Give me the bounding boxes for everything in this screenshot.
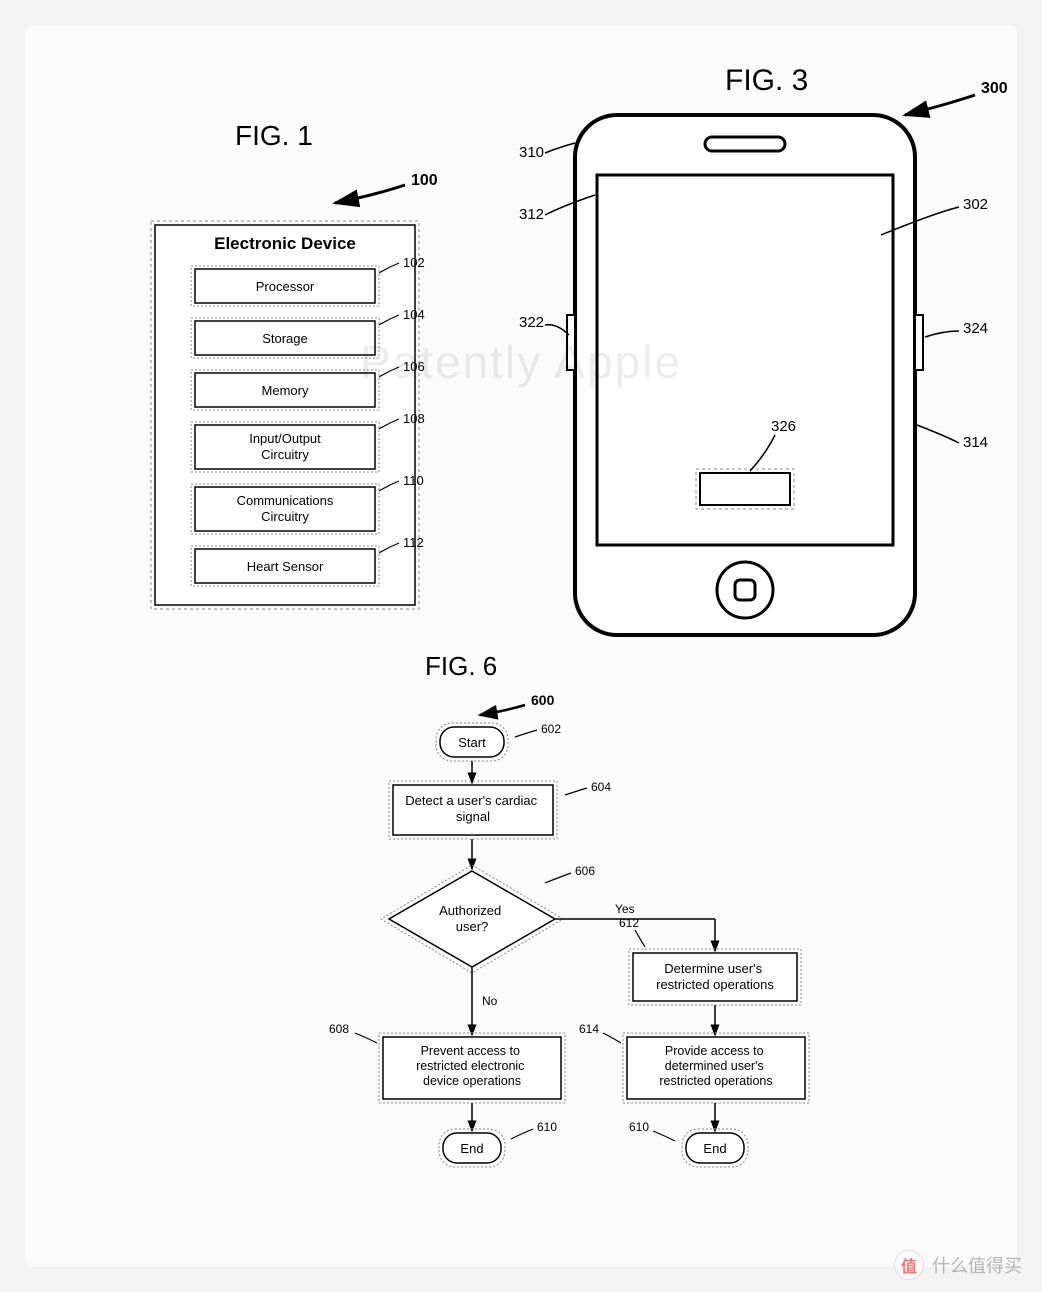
- svg-text:Prevent access to restri: Prevent access to restricted electronic …: [416, 1044, 528, 1088]
- node-provide: Provide access to determined user's rest…: [623, 1033, 809, 1103]
- footer-logo: 值 什么值得买: [894, 1250, 1022, 1280]
- fig6-arrow-label: 600: [531, 692, 555, 708]
- svg-text:614: 614: [579, 1022, 599, 1036]
- footer-badge: 值: [894, 1250, 924, 1280]
- detect-l2: signal: [456, 809, 490, 824]
- svg-text:End: End: [460, 1141, 483, 1156]
- node-auth: Authorized user?: [381, 865, 563, 973]
- fig1-header: Electronic Device: [214, 234, 356, 253]
- ref-326: 326: [771, 418, 796, 435]
- fig1-block-label: Memory: [262, 383, 309, 398]
- node-determine: Determine user's restricted operations: [629, 949, 801, 1005]
- svg-text:608: 608: [329, 1022, 349, 1036]
- ref-302: 302: [963, 196, 988, 213]
- fig3-title: FIG. 3: [725, 64, 808, 97]
- svg-text:606: 606: [575, 864, 595, 878]
- svg-text:612: 612: [619, 916, 639, 930]
- node-start: Start: [436, 723, 508, 761]
- node-detect: Detect a user's cardiac signal: [389, 781, 557, 839]
- svg-text:Start: Start: [458, 735, 486, 750]
- ref-314: 314: [963, 434, 988, 451]
- fig1-block-ref: 112: [403, 535, 424, 550]
- diagram-canvas: FIG. 1 100 Electronic Device Processor 10…: [25, 25, 1017, 1267]
- fig1-block-ref: 106: [403, 359, 425, 374]
- fig1-block-label: Processor: [256, 279, 315, 294]
- fig1-block-ref: 104: [403, 307, 425, 322]
- ref-312: 312: [519, 206, 544, 223]
- svg-text:602: 602: [541, 722, 561, 736]
- svg-text:Provide access to determ: Provide access to determined user's rest…: [659, 1044, 772, 1088]
- footer-text: 什么值得买: [932, 1252, 1022, 1278]
- svg-text:610: 610: [537, 1120, 557, 1134]
- svg-text:Yes: Yes: [615, 902, 635, 916]
- ref-322: 322: [519, 314, 544, 331]
- fig1-block-ref: 108: [403, 411, 425, 426]
- fig3-svg: FIG. 3 300 310 312 322 302 324 314: [495, 35, 1015, 655]
- fig1-svg: FIG. 1 100 Electronic Device Processor 10…: [85, 85, 505, 625]
- fig1-block-label: Heart Sensor: [247, 559, 324, 574]
- fig1-arrow-label: 100: [411, 172, 438, 189]
- fig6-title: FIG. 6: [425, 651, 497, 681]
- ref-324: 324: [963, 320, 988, 337]
- fig1-block-ref: 110: [403, 473, 424, 488]
- node-end1: End: [439, 1129, 505, 1167]
- node-end2: End: [682, 1129, 748, 1167]
- svg-text:Determine user's restric: Determine user's restricted operations: [656, 961, 774, 992]
- node-prevent: Prevent access to restricted electronic …: [379, 1033, 565, 1103]
- svg-text:610: 610: [629, 1120, 649, 1134]
- fig6-svg: FIG. 6 600 Start 602 Detect a user's car…: [215, 645, 935, 1265]
- svg-text:No: No: [482, 994, 498, 1008]
- svg-text:604: 604: [591, 780, 611, 794]
- detect-l1: Detect a user's cardiac: [405, 793, 537, 808]
- fig1-title: FIG. 1: [235, 120, 313, 151]
- ref-310: 310: [519, 144, 544, 161]
- svg-text:End: End: [703, 1141, 726, 1156]
- fig1-block-ref: 102: [403, 255, 425, 270]
- fig3-arrow-label: 300: [981, 80, 1008, 97]
- fig1-block-label: Storage: [262, 331, 308, 346]
